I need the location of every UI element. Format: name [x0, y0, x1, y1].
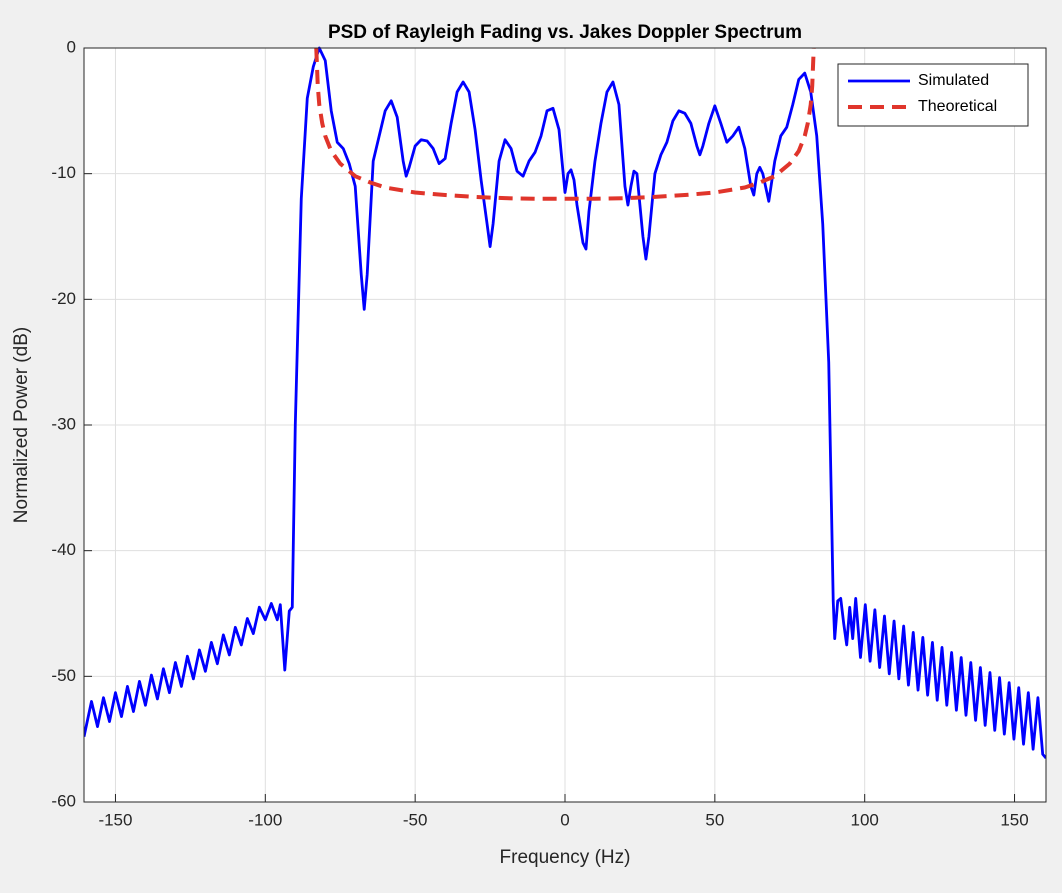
x-tick-label: 100: [851, 810, 879, 829]
y-tick-label: 0: [67, 37, 76, 56]
x-tick-label: -50: [403, 810, 428, 829]
legend-box: [837, 63, 1029, 127]
y-tick-label: -40: [51, 540, 76, 559]
series-line: [314, 47, 816, 201]
y-axis-label: Normalized Power (dB): [11, 327, 32, 523]
x-tick-label: -100: [248, 810, 282, 829]
x-axis-label: Frequency (Hz): [500, 847, 631, 868]
y-tick-label: -30: [51, 414, 76, 433]
y-tick-label: -60: [51, 791, 76, 810]
legend-label: Simulated: [918, 72, 989, 89]
labels: -150 -100 -50 0 50 100 150-60-50-40-30-20-100: [51, 37, 1028, 829]
legend: Simulated Theoretical: [837, 63, 1029, 127]
x-tick-label: 50: [705, 810, 724, 829]
x-tick-label: 0: [560, 810, 569, 829]
legend-label: Theoretical: [918, 98, 997, 115]
series-line: [84, 46, 1046, 759]
y-tick-label: -20: [51, 289, 76, 308]
chart-title: PSD of Rayleigh Fading vs. Jakes Doppler…: [328, 22, 802, 43]
y-tick-label: -50: [51, 666, 76, 685]
y-tick-label: -10: [51, 163, 76, 182]
x-tick-label: 150: [1000, 810, 1028, 829]
x-tick-label: -150: [98, 810, 132, 829]
lines: [84, 46, 1046, 759]
